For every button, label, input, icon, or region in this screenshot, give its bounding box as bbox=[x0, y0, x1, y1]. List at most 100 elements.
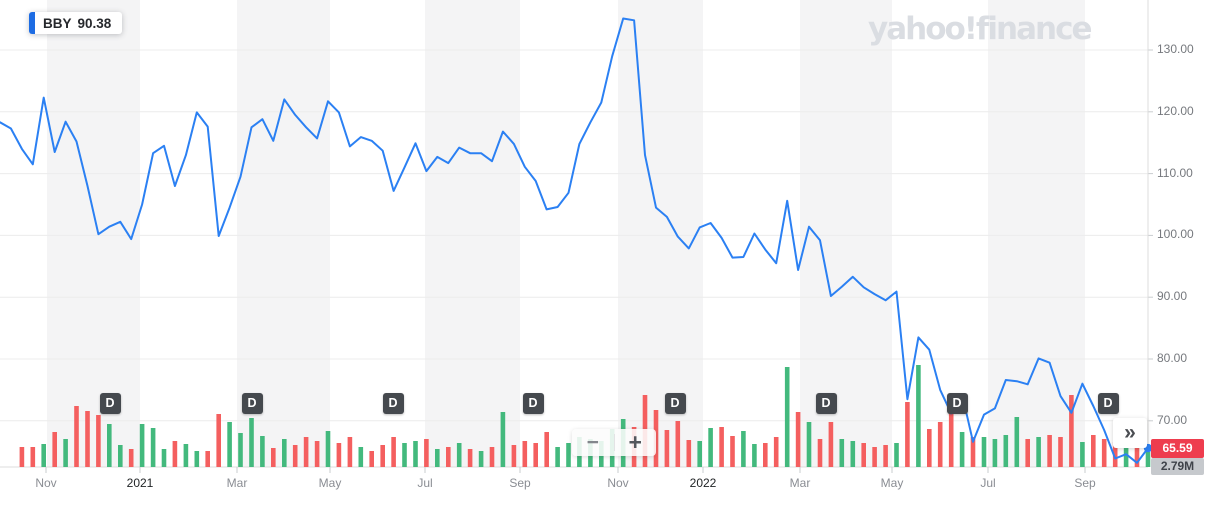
volume-bar-up bbox=[325, 431, 331, 467]
x-axis-label: Mar bbox=[789, 476, 811, 490]
volume-bar-down bbox=[937, 422, 943, 467]
volume-bar-up bbox=[238, 433, 243, 467]
volume-bar-down bbox=[446, 447, 451, 467]
volume-bar-down bbox=[773, 437, 779, 467]
volume-bar-down bbox=[1069, 395, 1074, 467]
volume-bar-down bbox=[172, 441, 178, 467]
y-axis-label: 80.00 bbox=[1157, 351, 1188, 365]
dividend-marker[interactable]: D bbox=[241, 393, 263, 414]
volume-bar-up bbox=[150, 428, 156, 467]
volume-bar-down bbox=[303, 437, 309, 467]
last-volume-badge: 2.79M bbox=[1151, 458, 1204, 475]
ticker-price: 90.38 bbox=[77, 15, 112, 31]
x-axis-label: Jul bbox=[980, 476, 996, 490]
volume-bar-up bbox=[63, 439, 68, 467]
volume-bar-down bbox=[948, 412, 954, 467]
volume-bar-up bbox=[227, 422, 232, 467]
volume-bar-up bbox=[708, 428, 713, 467]
volume-bar-up bbox=[1123, 445, 1129, 467]
volume-bar-up bbox=[194, 451, 200, 467]
volume-bar-down bbox=[216, 414, 221, 467]
volume-bar-up bbox=[435, 449, 440, 467]
month-stripe bbox=[425, 0, 520, 467]
volume-bar-down bbox=[686, 440, 692, 467]
volume-bar-down bbox=[817, 439, 823, 467]
x-axis-label: May bbox=[880, 476, 904, 490]
x-axis-label: Sep bbox=[509, 476, 531, 490]
yahoo-finance-watermark: yahoo!finance bbox=[868, 11, 1092, 47]
volume-bar-up bbox=[183, 444, 189, 467]
volume-bar-down bbox=[719, 427, 724, 467]
volume-bar-up bbox=[402, 443, 407, 467]
volume-bar-down bbox=[511, 445, 517, 467]
volume-bar-up bbox=[500, 412, 506, 467]
dividend-marker[interactable]: D bbox=[382, 393, 404, 414]
x-axis-label: Sep bbox=[1074, 476, 1096, 490]
volume-bar-down bbox=[205, 451, 210, 467]
volume-bar-down bbox=[795, 412, 801, 467]
volume-bar-down bbox=[653, 410, 659, 467]
dividend-marker[interactable]: D bbox=[99, 393, 121, 414]
volume-bar-up bbox=[118, 445, 123, 467]
month-stripe bbox=[237, 0, 330, 467]
volume-bar-down bbox=[861, 443, 866, 467]
x-axis-label: Nov bbox=[35, 476, 57, 490]
x-axis-label: Mar bbox=[226, 476, 248, 490]
volume-bar-up bbox=[752, 444, 757, 467]
volume-bar-up bbox=[413, 441, 418, 467]
volume-bar-down bbox=[730, 436, 735, 467]
x-axis-label: Nov bbox=[607, 476, 629, 490]
volume-bar-up bbox=[916, 365, 921, 467]
volume-bar-down bbox=[533, 443, 538, 467]
volume-bar-up bbox=[260, 436, 265, 467]
volume-bar-down bbox=[74, 406, 79, 467]
dividend-marker[interactable]: D bbox=[1097, 393, 1119, 414]
price-line bbox=[0, 17, 1149, 464]
volume-bar-up bbox=[850, 441, 856, 467]
volume-bar-up bbox=[358, 447, 364, 467]
volume-bar-down bbox=[424, 439, 429, 467]
y-axis-label: 100.00 bbox=[1157, 227, 1194, 242]
volume-bar-up bbox=[478, 451, 484, 467]
y-axis-label: 90.00 bbox=[1157, 289, 1188, 304]
volume-bar-down bbox=[544, 432, 549, 467]
volume-bar-down bbox=[1058, 437, 1063, 467]
volume-bar-up bbox=[456, 443, 462, 467]
volume-bar-down bbox=[1112, 442, 1118, 467]
scroll-right-button[interactable]: » bbox=[1113, 418, 1147, 448]
zoom-in-button[interactable]: + bbox=[615, 430, 657, 455]
volume-bar-down bbox=[52, 432, 57, 467]
volume-bar-up bbox=[959, 432, 965, 467]
volume-bar-down bbox=[85, 411, 90, 467]
dividend-marker[interactable]: D bbox=[946, 393, 968, 414]
month-stripe bbox=[47, 0, 140, 467]
volume-bar-down bbox=[489, 447, 495, 467]
volume-bar-down bbox=[1091, 435, 1096, 467]
volume-bar-up bbox=[992, 439, 998, 467]
volume-bar-up bbox=[555, 447, 560, 467]
x-axis-label: Jul bbox=[417, 476, 433, 490]
volume-bar-up bbox=[1080, 442, 1085, 467]
volume-bar-down bbox=[522, 441, 528, 467]
volume-bar-down bbox=[1025, 439, 1030, 467]
volume-bar-down bbox=[96, 415, 101, 467]
ticker-legend: BBY 90.38 bbox=[29, 12, 123, 34]
dividend-marker[interactable]: D bbox=[664, 393, 686, 414]
volume-bar-up bbox=[1003, 435, 1009, 467]
volume-bar-down bbox=[927, 429, 932, 467]
volume-bar-down bbox=[828, 422, 834, 467]
dividend-marker[interactable]: D bbox=[815, 393, 837, 414]
volume-bar-up bbox=[107, 424, 112, 467]
volume-bar-down bbox=[1134, 437, 1140, 467]
dividend-marker[interactable]: D bbox=[522, 393, 544, 414]
volume-bar-up bbox=[1036, 437, 1041, 467]
volume-bar-down bbox=[314, 441, 320, 467]
zoom-control: − + bbox=[572, 429, 656, 456]
volume-bar-down bbox=[675, 421, 681, 467]
volume-bar-up bbox=[1145, 452, 1151, 467]
zoom-out-button[interactable]: − bbox=[572, 430, 614, 455]
y-axis-label: 70.00 bbox=[1157, 412, 1188, 427]
volume-bar-down bbox=[763, 443, 768, 467]
ticker-symbol: BBY bbox=[43, 15, 72, 31]
